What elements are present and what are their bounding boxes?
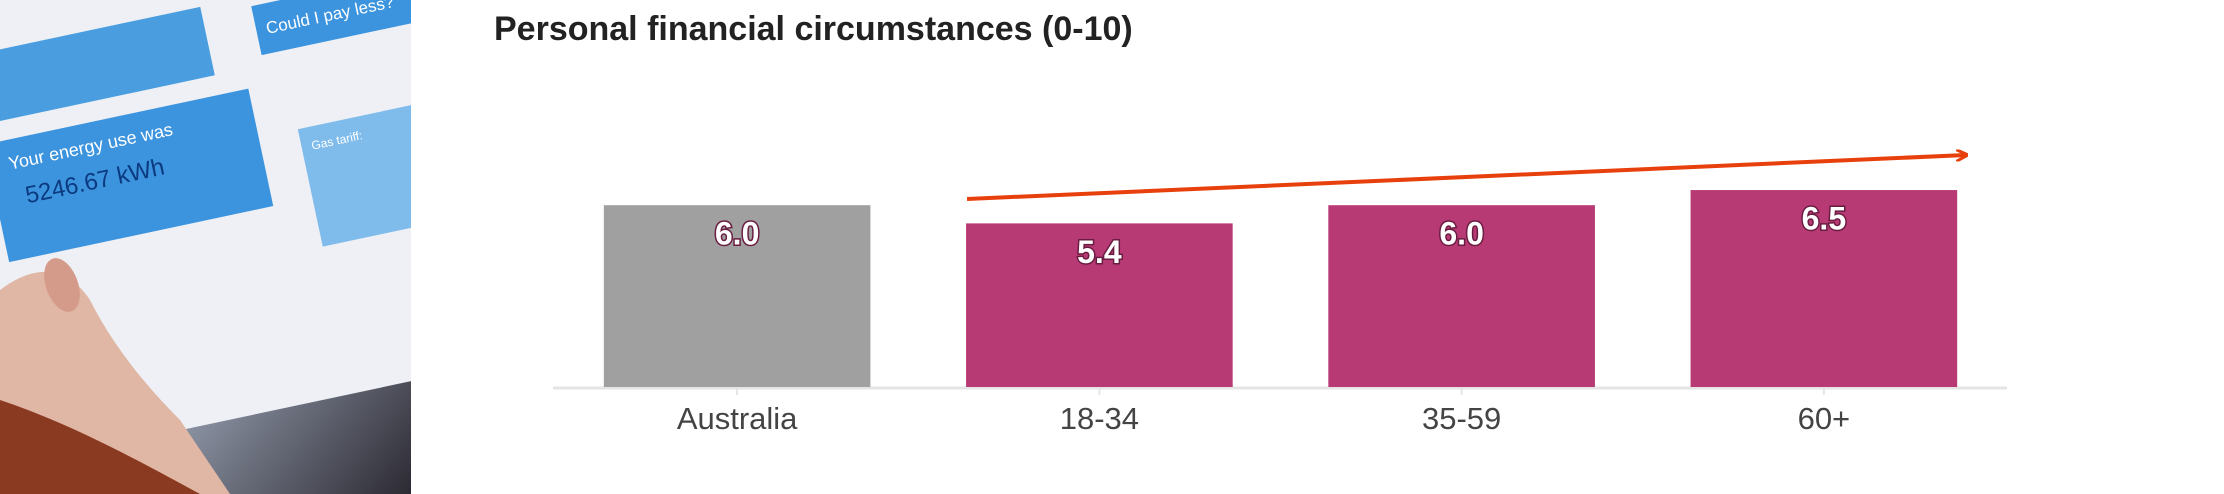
x-tick-label: Australia [677,401,798,436]
photo: Could I pay less? Your energy use was 52… [0,0,411,494]
value-label: 5.4 [1077,234,1122,270]
bar [603,205,871,387]
value-label: 6.0 [715,216,759,252]
value-label: 6.0 [1439,216,1483,252]
x-tick-label: 35-59 [1422,401,1501,436]
x-tick-label: 18-34 [1060,401,1139,436]
bar [966,223,1233,387]
trend-arrow [966,155,1966,201]
x-tick-label: 60+ [1798,401,1851,436]
bar [1690,190,1958,387]
chart-title: Personal financial circumstances (0-10) [494,10,1133,48]
value-label: 6.5 [1802,201,1846,237]
bar [1328,205,1595,387]
